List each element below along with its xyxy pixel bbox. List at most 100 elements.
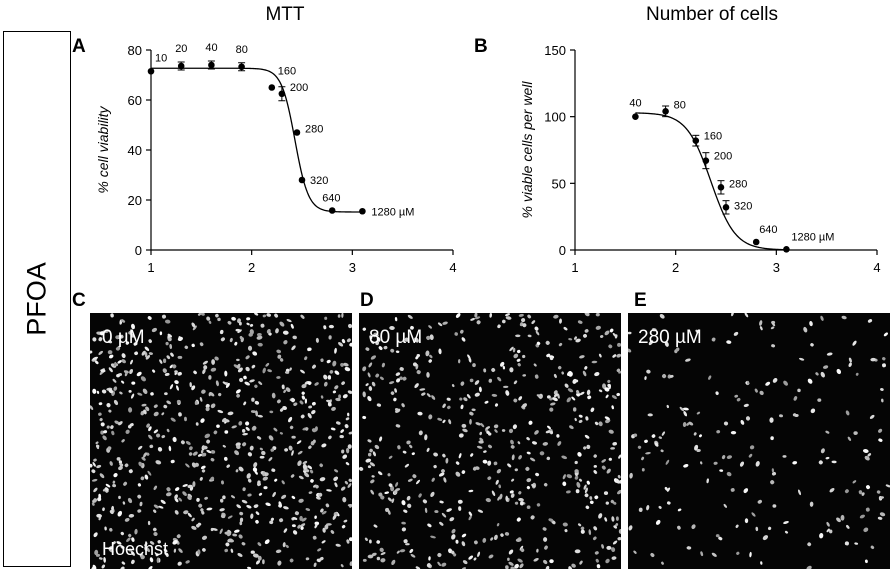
cell-nucleus [806, 565, 812, 569]
cell-nucleus [314, 523, 318, 529]
cell-nucleus [328, 324, 335, 329]
cell-nucleus [313, 562, 317, 567]
cell-nucleus [402, 450, 407, 454]
cell-nucleus [297, 524, 301, 529]
cell-nucleus [148, 339, 152, 343]
cell-nucleus [134, 351, 139, 356]
cell-nucleus [347, 483, 352, 488]
cell-nucleus [362, 327, 367, 331]
cell-nucleus [679, 406, 684, 412]
cell-nucleus [715, 391, 719, 396]
cell-nucleus [257, 414, 263, 418]
cell-nucleus [644, 439, 648, 443]
cell-nucleus [584, 366, 588, 370]
cell-nucleus [611, 395, 617, 400]
cell-nucleus [187, 495, 192, 500]
cell-nucleus [131, 381, 136, 385]
cell-nucleus [483, 450, 487, 453]
cell-nucleus [294, 511, 299, 516]
cell-nucleus [885, 484, 890, 488]
cell-nucleus [586, 480, 590, 485]
cell-nucleus [123, 481, 128, 486]
cell-nucleus [246, 504, 252, 509]
cell-nucleus [782, 455, 787, 458]
cell-nucleus [367, 452, 372, 457]
cell-nucleus [188, 452, 193, 456]
cell-nucleus [867, 453, 872, 457]
cell-nucleus [368, 362, 373, 368]
cell-nucleus [455, 471, 461, 477]
cell-nucleus [533, 558, 539, 562]
cell-nucleus [650, 553, 655, 557]
cell-nucleus [103, 556, 106, 563]
cell-nucleus [140, 376, 146, 382]
cell-nucleus [98, 337, 103, 342]
cell-nucleus [407, 503, 412, 509]
cell-nucleus [514, 563, 519, 569]
cell-nucleus [616, 392, 621, 397]
cell-nucleus [345, 417, 350, 421]
cell-nucleus [164, 319, 171, 324]
cell-nucleus [395, 424, 401, 428]
cell-nucleus [661, 431, 666, 436]
cell-nucleus [302, 463, 307, 470]
cell-nucleus [396, 550, 400, 554]
cell-nucleus [342, 496, 347, 503]
cell-nucleus [247, 493, 252, 497]
cell-nucleus [415, 479, 421, 485]
cell-nucleus [719, 469, 724, 472]
cell-nucleus [469, 411, 474, 416]
panel-letter-c: C [72, 290, 86, 311]
cell-nucleus [337, 314, 341, 318]
cell-nucleus [169, 364, 174, 369]
cell-nucleus [92, 388, 97, 394]
cell-nucleus [96, 444, 100, 448]
cell-nucleus [491, 368, 496, 372]
cell-nucleus [113, 472, 118, 478]
cell-nucleus [343, 519, 348, 523]
cell-nucleus [332, 360, 337, 367]
cell-nucleus [146, 452, 150, 456]
cell-nucleus [120, 531, 124, 536]
cell-nucleus [282, 330, 289, 335]
cell-nucleus [153, 411, 159, 417]
cell-nucleus [219, 508, 225, 512]
cell-nucleus [459, 397, 463, 401]
cell-nucleus [415, 566, 421, 569]
cell-nucleus [455, 539, 459, 544]
cell-nucleus [245, 355, 250, 360]
cell-nucleus [568, 338, 573, 341]
cell-nucleus [369, 448, 373, 453]
chart-b-data-point [752, 238, 760, 246]
cell-nucleus [446, 508, 452, 512]
cell-nucleus [255, 410, 258, 417]
cell-nucleus [205, 403, 210, 409]
micrograph-80uM: 80 µM [359, 313, 621, 569]
cell-nucleus [157, 540, 161, 544]
cell-nucleus [509, 490, 514, 494]
chart-a-data-point [147, 67, 155, 75]
cell-nucleus [826, 352, 833, 356]
chart-b-y-tick-label: 0 [559, 243, 566, 258]
cell-nucleus [291, 495, 296, 499]
cell-nucleus [740, 419, 745, 425]
cell-nucleus [511, 478, 515, 482]
cell-nucleus [384, 491, 390, 494]
cell-nucleus [388, 381, 395, 385]
cell-nucleus [566, 474, 573, 479]
cell-nucleus [177, 561, 182, 566]
cell-nucleus [98, 350, 104, 355]
cell-nucleus [236, 363, 241, 369]
cell-nucleus [191, 343, 195, 348]
cell-nucleus [348, 431, 352, 435]
cell-nucleus [250, 513, 254, 519]
cell-nucleus [92, 337, 97, 342]
cell-nucleus [335, 543, 341, 547]
cell-nucleus [867, 319, 873, 323]
cell-nucleus [401, 527, 407, 532]
chart-b-point-label: 320 [734, 200, 752, 212]
cell-nucleus [157, 447, 163, 452]
cell-nucleus [170, 417, 176, 422]
cell-nucleus [797, 489, 802, 496]
cell-nucleus [334, 347, 337, 354]
